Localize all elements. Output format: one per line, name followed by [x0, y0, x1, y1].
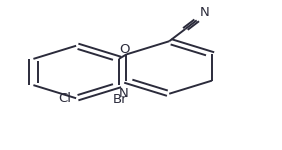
Text: N: N — [200, 6, 210, 19]
Text: O: O — [119, 43, 129, 56]
Text: Br: Br — [113, 93, 127, 106]
Text: Cl: Cl — [58, 92, 71, 105]
Text: N: N — [119, 87, 129, 100]
